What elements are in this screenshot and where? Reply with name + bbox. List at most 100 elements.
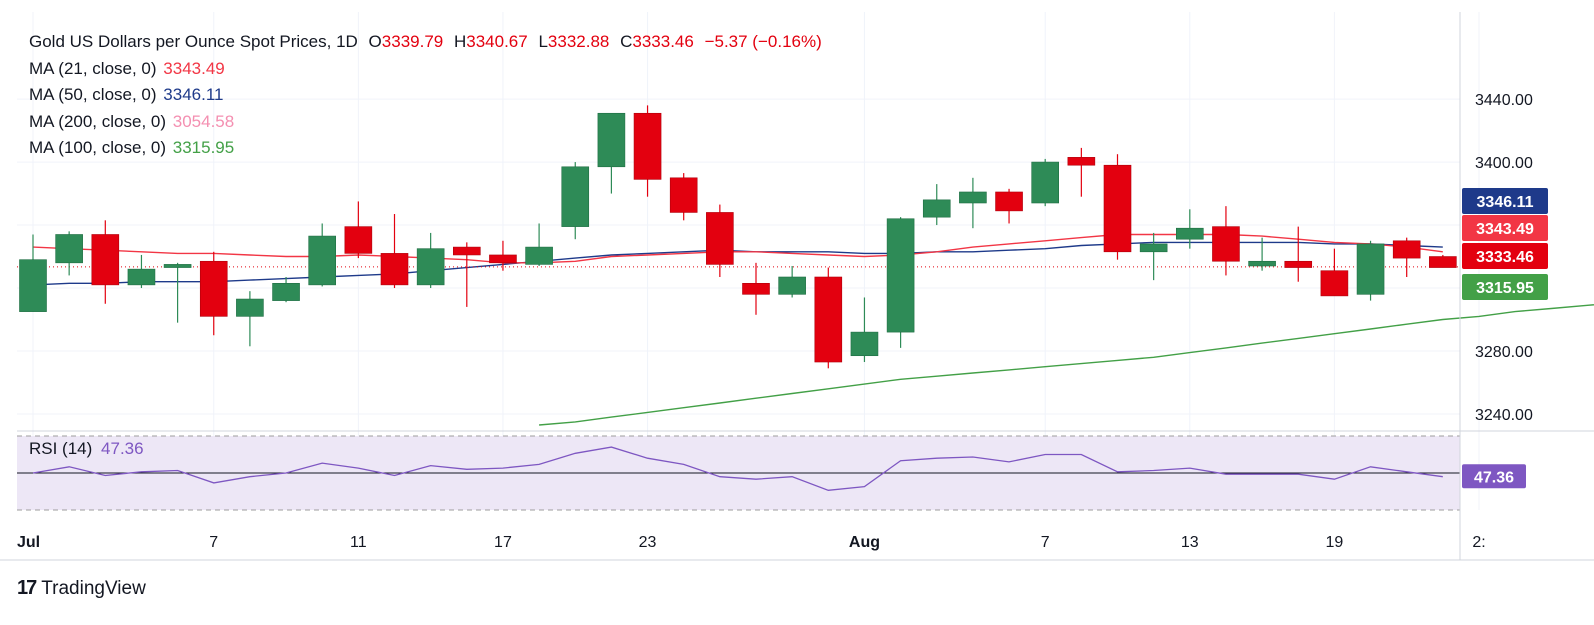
low-value: 3332.88: [547, 32, 610, 51]
candle-body-up: [308, 235, 337, 286]
candle-body-up: [19, 259, 47, 312]
candle-body-down: [1284, 260, 1313, 268]
moving-averages: [17, 233, 1594, 426]
ma50-legend[interactable]: MA (50, close, 0) 3346.11: [29, 82, 822, 109]
x-tick-label: 11: [350, 534, 367, 551]
candle-body-down: [91, 234, 120, 286]
ma200-value: 3054.58: [172, 111, 235, 131]
candle-body-up: [886, 218, 915, 333]
candle: [597, 112, 626, 194]
candle: [1392, 237, 1421, 277]
candle-body-up: [922, 199, 951, 218]
candle: [380, 214, 409, 289]
symbol-name: Gold US Dollars per Ounce Spot Prices, 1…: [29, 32, 358, 51]
open-value: 3339.79: [381, 32, 444, 51]
candle: [344, 201, 373, 259]
candle-body-down: [633, 112, 662, 180]
candles: [19, 105, 1457, 369]
candle: [706, 204, 734, 277]
header-line: Gold US Dollars per Ounce Spot Prices, 1…: [29, 29, 822, 56]
candle: [742, 262, 770, 315]
candle-body-up: [1031, 161, 1059, 204]
candle-body-down: [452, 246, 481, 256]
rsi-badge-text: 47.36: [1474, 469, 1514, 486]
candle-body-down: [995, 191, 1023, 212]
ma21-value: 3343.49: [163, 58, 225, 78]
candle: [416, 232, 445, 289]
candle-body-down: [1067, 157, 1096, 166]
rsi-line: [32, 446, 1443, 491]
candle: [1176, 209, 1204, 249]
candle: [669, 173, 698, 221]
x-tick-label: 2:: [1472, 534, 1485, 551]
y-tick-label: 3240.00: [1475, 407, 1533, 424]
candle: [1103, 154, 1132, 260]
close-label: C: [620, 32, 633, 51]
ma50-badge-text: 3346.11: [1477, 194, 1534, 211]
candle-body-down: [489, 254, 517, 264]
tradingview-brand: TradingView: [41, 577, 146, 599]
candle: [19, 234, 47, 312]
candle: [525, 223, 553, 266]
ma21-line: [32, 233, 1443, 264]
candle-body-down: [814, 276, 843, 363]
tradingview-logo[interactable]: 17 TradingView: [17, 577, 146, 600]
y-tick-label: 3440.00: [1475, 92, 1533, 109]
axes: 3240.00 3280.00 3400.00 3440.00 Jul 7 11 17 23 Au…: [0, 12, 1594, 561]
candle: [922, 184, 951, 226]
rsi-label: RSI (14): [29, 439, 93, 458]
high-value: 3340.67: [466, 32, 528, 51]
candle: [778, 265, 806, 298]
candle: [1067, 147, 1096, 197]
last-badge: [1462, 243, 1548, 269]
open-label: O: [368, 32, 382, 51]
close-value: 3333.46: [632, 32, 694, 51]
candle: [850, 297, 879, 363]
candle: [55, 231, 83, 276]
x-tick-label: 7: [209, 534, 218, 551]
candle-body-down: [344, 226, 373, 254]
rsi-value: 47.36: [101, 439, 144, 458]
x-tick-label: 13: [1181, 534, 1199, 551]
x-tick-label: 23: [639, 534, 657, 551]
candle-body-down: [380, 253, 409, 286]
ma21-badge: [1462, 215, 1548, 241]
candle-body-up: [127, 268, 156, 286]
x-tick-label: Jul: [17, 534, 40, 551]
candle: [1031, 158, 1059, 207]
ma21-badge-text: 3343.49: [1476, 221, 1534, 238]
candle-body-up: [236, 298, 264, 317]
candle-body-up: [850, 331, 879, 357]
candle: [163, 262, 192, 323]
ma21-legend[interactable]: MA (21, close, 0) 3343.49: [29, 56, 822, 83]
ma100-label: MA (100, close, 0): [29, 138, 167, 157]
candle-body-down: [669, 177, 698, 213]
ma100-legend[interactable]: MA (100, close, 0) 3315.95: [29, 135, 822, 162]
high-label: H: [453, 32, 467, 51]
ma21-label: MA (21, close, 0): [29, 58, 157, 78]
ma50-badge: [1462, 188, 1548, 214]
candle-body-up: [55, 234, 83, 264]
candle: [959, 177, 987, 229]
candle: [633, 105, 662, 197]
tradingview-mark-icon: 17: [17, 577, 37, 599]
candle: [91, 220, 120, 304]
candle: [995, 188, 1023, 224]
candle: [127, 254, 156, 289]
rsi-panel: 47.36: [17, 435, 1526, 511]
candle-body-down: [706, 212, 734, 265]
ma50-value: 3346.11: [163, 85, 224, 104]
candle-body-down: [1212, 226, 1240, 262]
y-tick-label: 3400.00: [1475, 155, 1533, 172]
candle: [1139, 232, 1168, 281]
candle: [1248, 237, 1276, 271]
candle-body-up: [1176, 227, 1204, 240]
rsi-legend[interactable]: RSI (14) 47.36: [29, 439, 144, 459]
candle-body-up: [1248, 260, 1276, 267]
candle-body-down: [1320, 270, 1349, 297]
ma100-badge-text: 3315.95: [1476, 280, 1534, 297]
x-tick-label: Aug: [849, 534, 880, 551]
x-tick-label: 7: [1041, 534, 1050, 551]
ma200-legend[interactable]: MA (200, close, 0) 3054.58: [29, 109, 822, 136]
